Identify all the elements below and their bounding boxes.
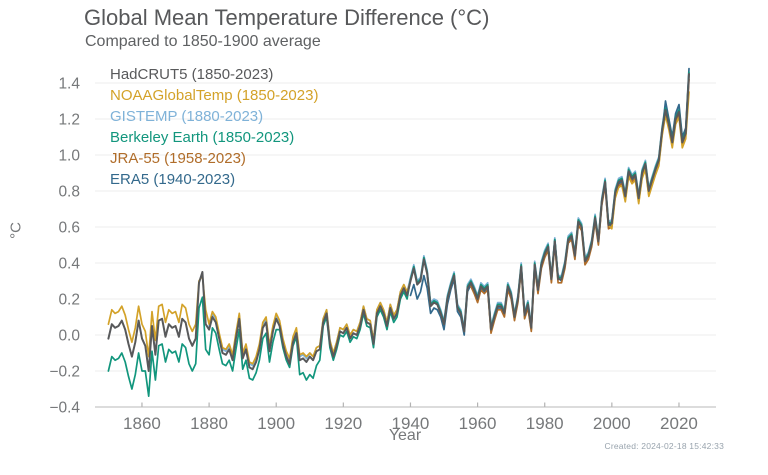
x-tick-label: 2000 [593,414,631,433]
series-lines [107,67,690,398]
x-tick-label: 1960 [459,414,497,433]
x-tick-label: 1920 [324,414,362,433]
legend-item-gistemp: GISTEMP (1880-2023) [110,108,264,125]
x-tick-label: 1980 [526,414,564,433]
y-tick-label: 0.4 [58,256,80,273]
y-tick-label: 0.0 [58,328,80,345]
y-tick-label: 0.2 [58,292,80,309]
y-axis-title: °C [7,222,25,239]
y-tick-label: 1.2 [58,112,80,129]
created-timestamp: Created: 2024-02-18 15:42:33 [604,441,724,451]
legend-item-era5: ERA5 (1940-2023) [110,171,236,188]
series-line-era5 [409,67,690,336]
series-line-jra-55 [470,78,690,335]
x-tick-label: 2020 [660,414,698,433]
y-axis: −0.4 −0.2 0.0 0.2 0.4 0.6 0.8 1.0 1.2 1.4 [49,76,80,417]
x-tick-label: 1900 [257,414,295,433]
legend-item-noaaglobaltemp: NOAAGlobalTemp (1850-2023) [110,87,319,104]
legend-item-berkeley-earth: Berkeley Earth (1850-2023) [110,129,295,146]
y-tick-label: 0.6 [58,220,80,237]
legend: HadCRUT5 (1850-2023) NOAAGlobalTemp (1850… [110,64,318,190]
chart-title: Global Mean Temperature Difference (°C) [84,5,490,30]
legend-item-jra-55: JRA-55 (1958-2023) [110,150,246,167]
x-tick-label: 1940 [392,414,430,433]
y-tick-label: 1.4 [58,76,80,93]
x-axis-title: Year [388,427,422,444]
y-tick-label: 0.8 [58,184,80,201]
x-tick-label: 1860 [123,414,161,433]
y-tick-label: 1.0 [58,148,80,165]
y-tick-label: −0.2 [49,364,80,381]
x-tick-label: 1880 [190,414,228,433]
series-line-hadcrut5 [107,73,690,372]
chart-subtitle: Compared to 1850-1900 average [85,33,321,50]
legend-item-hadcrut5: HadCRUT5 (1850-2023) [110,66,274,83]
x-axis: 1860 1880 1900 1920 1940 1960 1980 2000 2020 [95,402,716,433]
y-tick-label: −0.4 [49,400,80,417]
